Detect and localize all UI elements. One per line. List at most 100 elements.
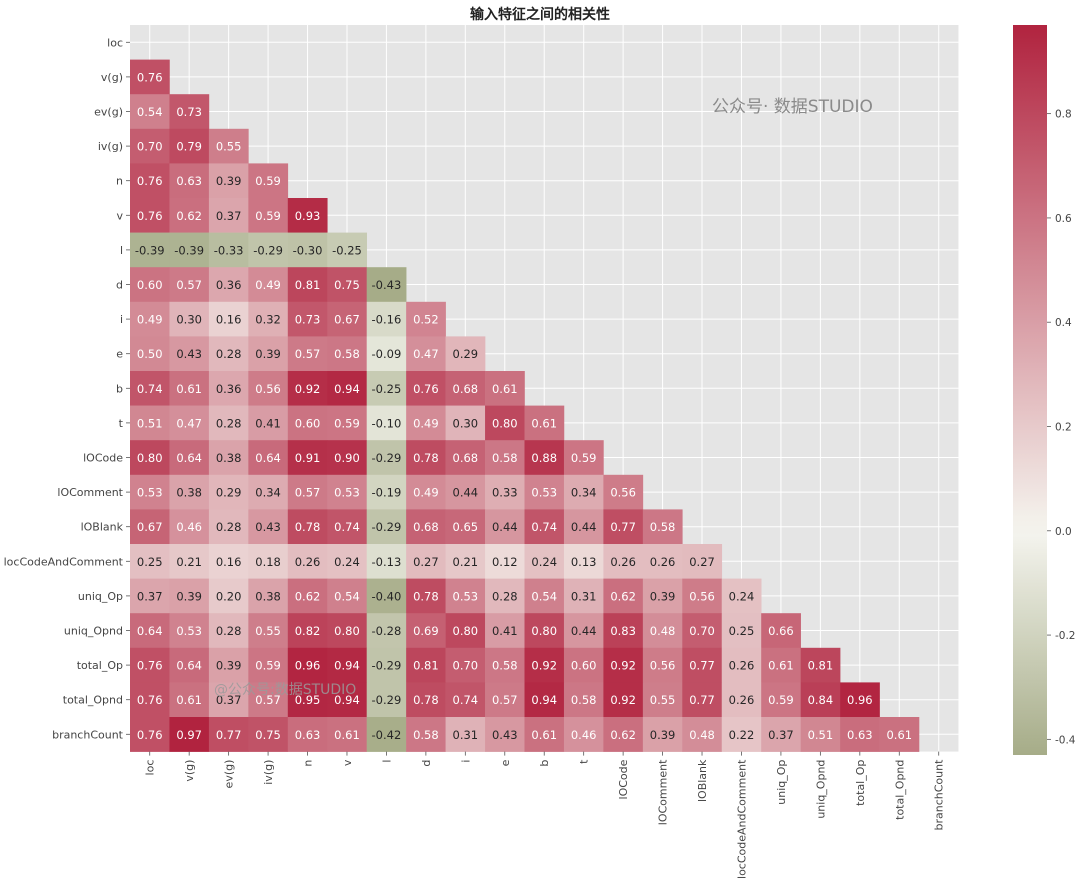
- cell-value-label: 0.59: [255, 659, 281, 673]
- cell-value-label: 0.43: [176, 347, 202, 361]
- cell-value-label: 0.21: [176, 555, 202, 569]
- cell-value-label: -0.39: [135, 243, 165, 257]
- cell-value-label: 0.78: [295, 520, 321, 534]
- heatmap-cell: [287, 544, 328, 579]
- cell-value-label: -0.25: [372, 382, 402, 396]
- heatmap-cell: [327, 301, 367, 337]
- cell-value-label: 0.66: [768, 624, 794, 638]
- cell-value-label: 0.59: [255, 209, 281, 223]
- heatmap-cell: [761, 717, 801, 752]
- cell-value-label: 0.56: [255, 382, 281, 396]
- cell-value-label: 0.25: [729, 624, 755, 638]
- x-tick-label: ev(g): [223, 760, 236, 789]
- heatmap-cell: [366, 613, 407, 649]
- y-tick-label: e: [116, 348, 123, 361]
- cell-value-label: 0.53: [453, 589, 479, 603]
- cell-value-label: 0.94: [531, 693, 557, 707]
- heatmap-cell: [287, 301, 328, 337]
- cell-value-label: -0.42: [372, 728, 402, 742]
- cell-value-label: 0.34: [571, 486, 597, 500]
- y-tick-label: iv(g): [98, 140, 123, 153]
- heatmap-cell: [603, 578, 644, 614]
- heatmap-cell: [169, 163, 210, 199]
- cell-value-label: 0.61: [176, 693, 202, 707]
- heatmap-cell: [287, 717, 328, 752]
- heatmap-cell: [445, 717, 486, 752]
- heatmap-cell: [169, 544, 210, 579]
- heatmap-cell: [327, 647, 367, 683]
- cell-value-label: 0.74: [531, 520, 557, 534]
- cell-value-label: 0.77: [610, 520, 636, 534]
- x-tick-label: locCodeAndComment: [735, 759, 748, 879]
- cell-value-label: -0.13: [372, 555, 402, 569]
- cell-value-label: 0.80: [137, 451, 163, 465]
- cell-value-label: 0.77: [689, 693, 715, 707]
- cell-value-label: 0.12: [492, 555, 518, 569]
- cell-value-label: -0.29: [372, 520, 402, 534]
- cell-value-label: 0.26: [295, 555, 321, 569]
- heatmap-cell: [800, 717, 841, 752]
- cell-value-label: 0.64: [255, 451, 281, 465]
- heatmap-cell: [563, 509, 604, 545]
- colorbar-tick-label: 0.4: [1055, 317, 1072, 329]
- heatmap-cell: [445, 647, 486, 683]
- cell-value-label: 0.58: [571, 693, 597, 707]
- heatmap-cell: [563, 578, 604, 614]
- cell-value-label: 0.73: [295, 313, 321, 327]
- heatmap-cell: [642, 578, 683, 614]
- cell-value-label: 0.70: [689, 624, 715, 638]
- cell-value-label: 0.58: [650, 520, 676, 534]
- cell-value-label: 0.44: [453, 486, 479, 500]
- cell-value-label: 0.63: [295, 728, 321, 742]
- cell-value-label: 0.63: [176, 174, 202, 188]
- cell-value-label: 0.30: [453, 416, 479, 430]
- x-tick-label: uniq_Op: [775, 760, 788, 805]
- heatmap-cell: [208, 267, 249, 303]
- cell-value-label: 0.43: [492, 728, 518, 742]
- cell-value-label: 0.48: [689, 728, 715, 742]
- colorbar-tick-label: 0.0: [1055, 526, 1072, 538]
- heatmap-cell: [366, 682, 407, 718]
- y-tick-label: v: [116, 209, 123, 222]
- heatmap-cell: [563, 682, 604, 718]
- heatmap-cell: [208, 336, 249, 372]
- heatmap-cell: [248, 267, 289, 303]
- heatmap-cell: [445, 682, 486, 718]
- cell-value-label: 0.21: [453, 555, 479, 569]
- heatmap-cell: [721, 717, 762, 752]
- y-tick-label: t: [119, 417, 124, 430]
- heatmap-cell: [366, 717, 407, 752]
- heatmap-cell: [130, 682, 170, 718]
- cell-value-label: 0.75: [255, 728, 281, 742]
- cell-value-label: 0.28: [492, 589, 518, 603]
- heatmap-cell: [406, 474, 446, 510]
- heatmap-cell: [524, 682, 565, 718]
- cell-value-label: 0.54: [334, 589, 360, 603]
- heatmap-cell: [130, 440, 170, 476]
- cell-value-label: 0.25: [137, 555, 163, 569]
- cell-value-label: 0.61: [176, 382, 202, 396]
- y-tick-label: n: [116, 175, 123, 188]
- cell-value-label: 0.92: [531, 659, 557, 673]
- watermark-center: @公众号:数据STUDIO: [214, 682, 356, 698]
- cell-value-label: 0.32: [255, 313, 281, 327]
- x-tick-label: v(g): [183, 760, 196, 782]
- cell-value-label: 0.55: [255, 624, 281, 638]
- cell-value-label: 0.58: [492, 451, 518, 465]
- y-tick-label: b: [116, 382, 123, 395]
- cell-value-label: 0.37: [137, 589, 163, 603]
- heatmap-cell: [327, 509, 367, 545]
- heatmap-cell: [208, 578, 249, 614]
- heatmap-cell: [603, 717, 644, 752]
- heatmap-cell: [721, 647, 762, 683]
- cell-value-label: 0.54: [137, 105, 163, 119]
- x-tick-label: e: [499, 759, 512, 766]
- heatmap-cell: [248, 544, 289, 579]
- cell-value-label: 0.39: [255, 347, 281, 361]
- cell-value-label: 0.83: [610, 624, 636, 638]
- heatmap-cell: [366, 371, 407, 406]
- heatmap-cell: [485, 440, 525, 476]
- heatmap-cell: [366, 509, 407, 545]
- heatmap-cell: [130, 474, 170, 510]
- heatmap-cell: [603, 682, 644, 718]
